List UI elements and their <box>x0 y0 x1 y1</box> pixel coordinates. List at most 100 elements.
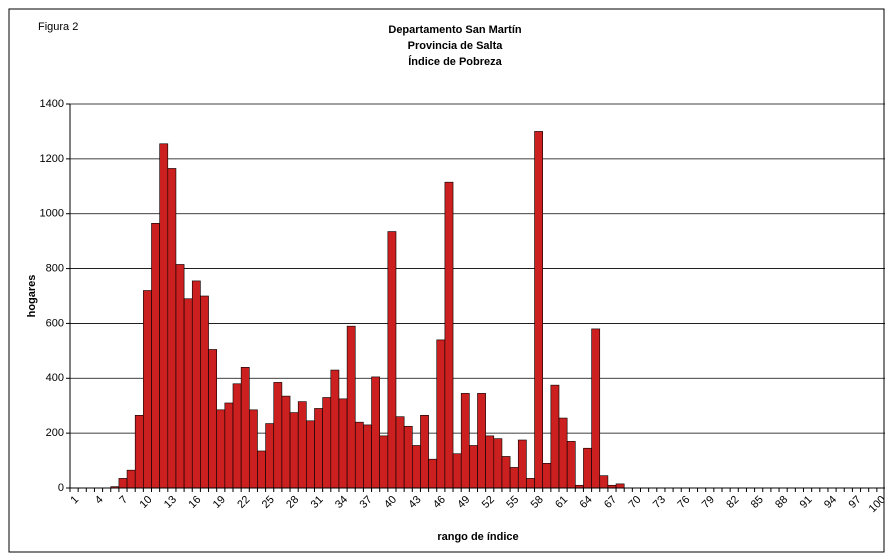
bar <box>436 339 446 489</box>
x-tick-label: 64 <box>578 494 595 511</box>
bar <box>485 435 495 489</box>
bar <box>240 367 250 489</box>
x-tick-label: 49 <box>455 494 472 511</box>
bar <box>460 393 470 489</box>
x-tick-label: 76 <box>675 494 692 511</box>
x-tick-label: 16 <box>186 494 203 511</box>
bar <box>216 409 226 489</box>
bar <box>403 425 413 489</box>
bar <box>273 382 283 489</box>
bar <box>159 143 169 489</box>
bar <box>469 445 478 489</box>
bar <box>314 408 323 489</box>
chart-title: Departamento San Martín <box>388 24 522 36</box>
x-tick-label: 43 <box>406 494 423 511</box>
x-tick-label: 37 <box>358 494 375 511</box>
y-tick-label: 600 <box>46 317 64 329</box>
x-tick-label: 100 <box>867 494 886 515</box>
y-tick-label: 400 <box>46 372 64 384</box>
bar <box>501 456 511 489</box>
x-tick-label: 1 <box>68 494 81 507</box>
x-tick-label: 28 <box>284 494 301 511</box>
bar <box>224 402 234 489</box>
bar <box>338 398 348 489</box>
bar <box>526 478 535 489</box>
bar <box>175 264 185 489</box>
x-tick-label: 52 <box>480 494 497 511</box>
bar <box>428 458 438 489</box>
bar <box>583 447 592 489</box>
bar <box>249 409 258 489</box>
bar <box>118 478 128 489</box>
bar <box>493 438 503 489</box>
x-tick-label: 82 <box>724 494 741 511</box>
bar <box>550 384 560 489</box>
bar <box>354 421 364 489</box>
x-tick-label: 25 <box>260 494 277 511</box>
bar <box>411 445 421 489</box>
x-tick-label: 88 <box>773 494 790 511</box>
bar <box>371 376 380 489</box>
x-tick-label: 91 <box>798 494 815 511</box>
bar <box>591 328 601 489</box>
bar <box>330 369 340 489</box>
bar <box>232 383 242 489</box>
bar <box>509 467 519 489</box>
bar <box>143 290 152 489</box>
bar <box>281 395 291 489</box>
x-tick-label: 22 <box>235 494 252 511</box>
bar <box>200 295 209 489</box>
x-tick-label: 73 <box>651 494 668 511</box>
bar <box>558 417 568 489</box>
x-axis-title: rango de índice <box>437 531 518 543</box>
x-tick-label: 58 <box>529 494 546 511</box>
y-tick-label: 200 <box>46 427 64 439</box>
y-tick-label: 1200 <box>40 153 64 165</box>
bar <box>289 412 299 489</box>
y-tick-label: 1400 <box>40 98 64 110</box>
x-tick-label: 19 <box>211 494 228 511</box>
x-tick-label: 70 <box>626 494 643 511</box>
x-tick-label: 40 <box>382 494 399 511</box>
bar <box>257 450 266 489</box>
bar <box>452 453 462 489</box>
bar <box>126 469 136 489</box>
y-axis-title: hogares <box>26 275 38 318</box>
bar <box>379 435 389 489</box>
y-tick-label: 0 <box>58 482 64 494</box>
bar <box>167 168 177 489</box>
x-tick-label: 46 <box>431 494 448 511</box>
x-tick-label: 55 <box>504 494 521 511</box>
x-tick-label: 67 <box>602 494 619 511</box>
x-tick-label: 61 <box>553 494 570 511</box>
bar <box>444 181 454 489</box>
bar <box>265 423 275 489</box>
x-tick-label: 10 <box>137 494 154 511</box>
figure-label: Figura 2 <box>38 21 78 33</box>
bar <box>534 131 543 489</box>
bar <box>208 349 218 489</box>
bar <box>306 420 315 489</box>
x-tick-label: 79 <box>700 494 717 511</box>
bar <box>615 483 625 489</box>
bar <box>322 397 332 489</box>
bar <box>346 325 356 489</box>
bar <box>387 231 397 489</box>
y-tick-label: 800 <box>46 262 64 274</box>
x-tick-label: 94 <box>822 494 839 511</box>
x-tick-label: 4 <box>93 494 106 507</box>
bar <box>542 463 552 489</box>
x-tick-label: 85 <box>749 494 766 511</box>
x-tick-label: 97 <box>847 494 864 511</box>
bar <box>134 415 144 489</box>
bar <box>599 475 609 489</box>
chart-title: Índice de Pobreza <box>408 55 502 68</box>
x-tick-label: 7 <box>117 494 130 507</box>
bar <box>395 416 405 489</box>
x-tick-label: 34 <box>333 494 350 511</box>
bar <box>191 280 201 489</box>
bar <box>297 401 307 489</box>
bar <box>151 223 160 489</box>
bar <box>566 441 576 489</box>
y-tick-label: 1000 <box>40 208 64 220</box>
